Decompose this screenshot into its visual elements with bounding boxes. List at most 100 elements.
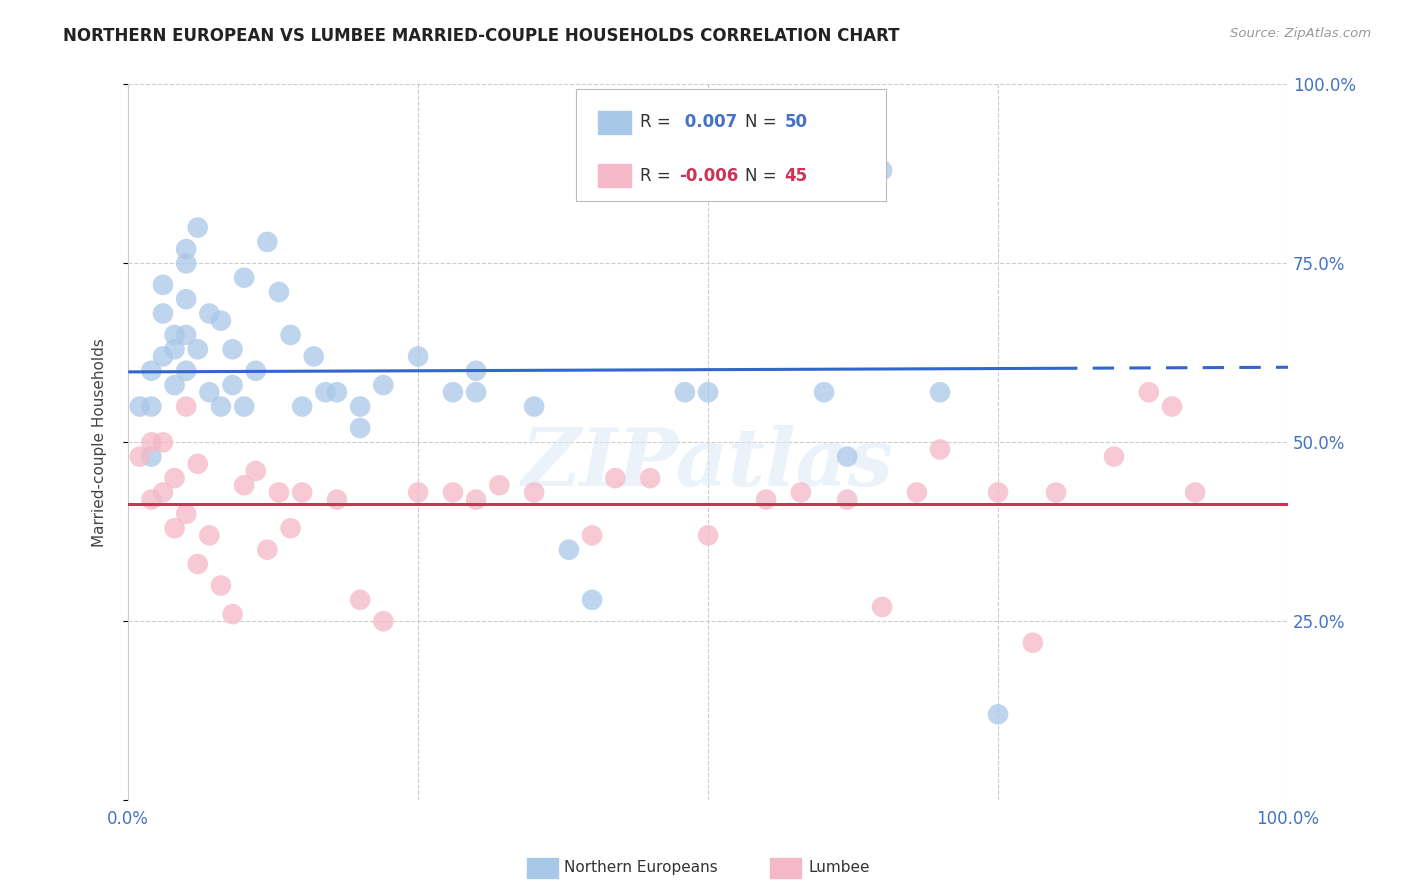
Point [152, 350, 174, 364]
Point [280, 328, 302, 343]
Point [221, 607, 243, 621]
Point [870, 163, 893, 178]
Point [373, 378, 395, 392]
Point [697, 528, 720, 542]
Point [326, 492, 349, 507]
Text: 45: 45 [785, 167, 807, 185]
Point [141, 400, 163, 414]
Point [141, 364, 163, 378]
Point [1102, 450, 1125, 464]
Point [128, 450, 150, 464]
Point [174, 400, 197, 414]
Text: N =: N = [745, 113, 782, 131]
Point [465, 364, 488, 378]
Point [198, 306, 221, 320]
Point [291, 400, 314, 414]
Point [174, 328, 197, 343]
Point [174, 507, 197, 521]
Point [1045, 485, 1067, 500]
Point [128, 400, 150, 414]
Point [870, 599, 893, 614]
Text: 0.007: 0.007 [679, 113, 737, 131]
Point [523, 400, 546, 414]
Point [233, 400, 256, 414]
Point [837, 492, 859, 507]
Point [465, 385, 488, 400]
Point [187, 557, 209, 571]
Text: R =: R = [640, 167, 676, 185]
Point [209, 400, 232, 414]
Point [163, 471, 186, 485]
Point [152, 435, 174, 450]
Point [209, 578, 232, 592]
Point [673, 385, 696, 400]
Point [163, 343, 186, 357]
Point [349, 421, 371, 435]
Point [267, 285, 290, 299]
Point [349, 400, 371, 414]
Point [349, 592, 371, 607]
Text: R =: R = [640, 113, 676, 131]
Point [558, 542, 581, 557]
Point [987, 485, 1010, 500]
Point [813, 385, 835, 400]
Point [314, 385, 336, 400]
Point [163, 378, 186, 392]
Text: N =: N = [745, 167, 782, 185]
Point [245, 464, 267, 478]
Point [187, 343, 209, 357]
Point [441, 385, 464, 400]
Point [209, 313, 232, 327]
Point [291, 485, 314, 500]
Point [326, 385, 349, 400]
Text: Northern Europeans: Northern Europeans [564, 861, 717, 875]
Point [697, 385, 720, 400]
Point [1161, 400, 1184, 414]
Point [406, 350, 429, 364]
Point [221, 343, 243, 357]
Point [221, 378, 243, 392]
Point [163, 521, 186, 535]
Point [441, 485, 464, 500]
Point [256, 542, 278, 557]
Point [790, 485, 813, 500]
Point [256, 235, 278, 249]
Point [141, 450, 163, 464]
Point [245, 364, 267, 378]
Text: Source: ZipAtlas.com: Source: ZipAtlas.com [1230, 27, 1371, 40]
Text: -0.006: -0.006 [679, 167, 738, 185]
Point [638, 471, 661, 485]
Text: NORTHERN EUROPEAN VS LUMBEE MARRIED-COUPLE HOUSEHOLDS CORRELATION CHART: NORTHERN EUROPEAN VS LUMBEE MARRIED-COUP… [63, 27, 900, 45]
Point [1184, 485, 1206, 500]
Point [174, 364, 197, 378]
Point [141, 492, 163, 507]
Point [233, 478, 256, 492]
Text: Lumbee: Lumbee [808, 861, 870, 875]
Point [187, 457, 209, 471]
Point [581, 592, 603, 607]
Point [267, 485, 290, 500]
Point [905, 485, 928, 500]
Point [163, 328, 186, 343]
Point [174, 242, 197, 256]
Point [1137, 385, 1160, 400]
Y-axis label: Married-couple Households: Married-couple Households [93, 338, 107, 547]
Point [987, 707, 1010, 722]
Point [581, 528, 603, 542]
Point [152, 277, 174, 292]
Point [837, 450, 859, 464]
Point [929, 385, 952, 400]
Point [1022, 636, 1045, 650]
Point [280, 521, 302, 535]
Point [152, 306, 174, 320]
Point [302, 350, 325, 364]
Point [152, 485, 174, 500]
Point [406, 485, 429, 500]
Point [233, 270, 256, 285]
Text: ZIPatlas: ZIPatlas [522, 425, 894, 502]
Point [174, 256, 197, 270]
Point [174, 292, 197, 306]
Point [488, 478, 510, 492]
Point [373, 614, 395, 628]
Point [465, 492, 488, 507]
